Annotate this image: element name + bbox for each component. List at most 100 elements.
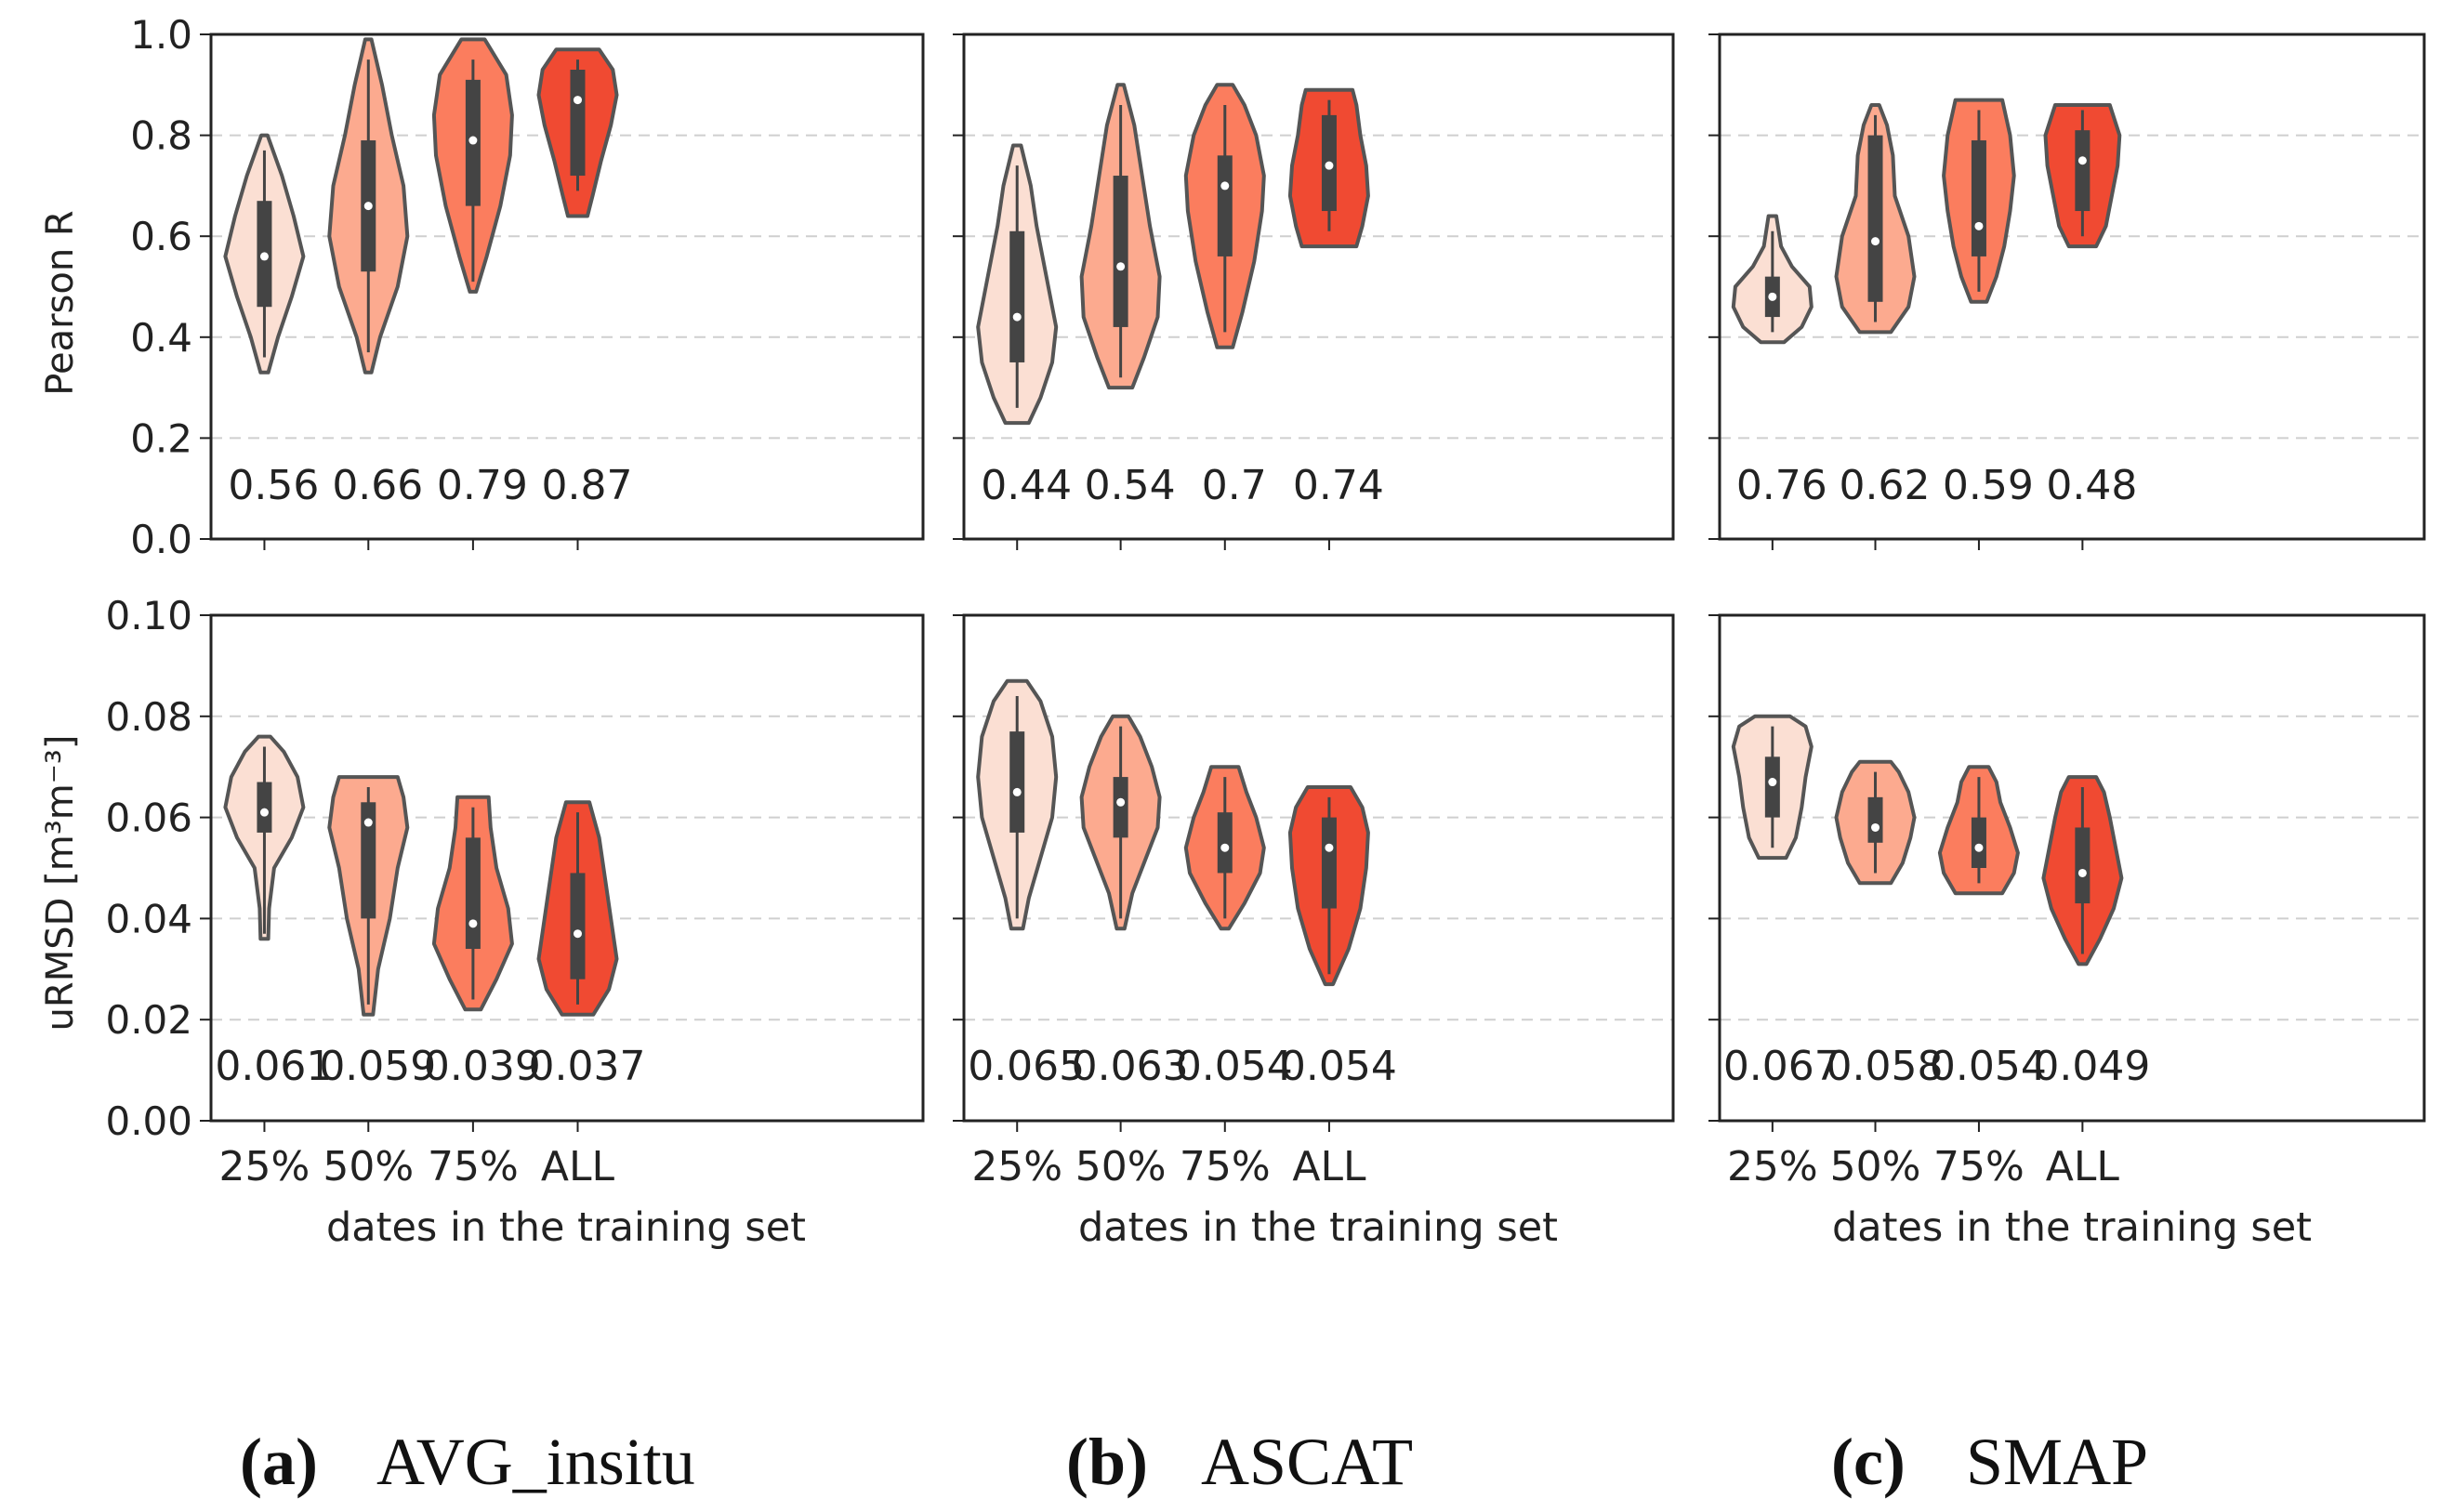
y-tick-label: 0.8: [130, 113, 192, 159]
violin-iqr-box: [1764, 756, 1780, 818]
median-label: 0.79: [437, 462, 528, 509]
panel-c-bottom: 0.067 25% 0.058 50% 0.054 75% 0.049 ALL: [1708, 613, 2426, 1190]
x-tick-label: ALL: [1292, 1143, 1366, 1190]
y-tick-label: 1.0: [130, 12, 192, 58]
median-label: 0.44: [981, 462, 1072, 509]
panel-c-top: 0.76 0.62 0.59 0.48: [1708, 33, 2426, 550]
violin-median-dot: [468, 136, 478, 145]
violin-median-dot: [259, 252, 269, 261]
panel-frame: [209, 613, 925, 1123]
panel-frame: [209, 33, 925, 541]
x-tick-label: 50%: [1075, 1143, 1167, 1190]
violin-iqr-box: [1971, 817, 1986, 868]
violin-iqr-box: [1217, 812, 1233, 874]
violin-iqr-box: [2075, 827, 2090, 904]
median-label: 0.56: [228, 462, 319, 509]
violin-median-dot: [1012, 787, 1022, 796]
violin-iqr-box: [1867, 796, 1883, 843]
violin-median-dot: [363, 202, 373, 211]
median-label: 0.66: [332, 462, 423, 509]
violin-iqr-box: [570, 873, 586, 980]
violin-median-dot: [1325, 161, 1334, 170]
panel-a-bottom: 0.00 0.02 0.04 0.06 0.08 0.10 0.061 25% 0.059 50%…: [105, 593, 925, 1190]
panel-frame: [962, 33, 1675, 541]
median-label: 0.54: [1085, 462, 1176, 509]
caption-a-title: AVG_insitu: [376, 1425, 695, 1499]
caption-c: (c) SMAP: [1831, 1425, 2148, 1499]
violin-iqr-box: [1113, 176, 1128, 327]
violin-iqr-box: [465, 837, 481, 950]
median-label: 0.049: [2033, 1043, 2150, 1090]
x-tick-label: 25%: [1727, 1143, 1818, 1190]
x-tick-label: 50%: [1830, 1143, 1921, 1190]
caption-b: (b) ASCAT: [1066, 1425, 1413, 1499]
panel-b-top: 0.44 0.54 0.7 0.74: [953, 33, 1675, 550]
y-tick-label: 0.6: [130, 214, 192, 259]
violin-median-dot: [573, 929, 582, 939]
violin-median-dot: [1116, 262, 1126, 271]
median-label: 0.76: [1736, 462, 1827, 509]
y-tick-label: 0.0: [130, 517, 192, 562]
median-label: 0.067: [1723, 1043, 1840, 1090]
median-label: 0.62: [1840, 462, 1931, 509]
x-tick-label: 75%: [1180, 1143, 1271, 1190]
violin-iqr-box: [257, 782, 272, 833]
violin-iqr-box: [1867, 135, 1883, 302]
violin-iqr-box: [1009, 731, 1025, 833]
violin-median-dot: [573, 96, 582, 105]
median-label: 0.065: [968, 1043, 1085, 1090]
y-tick-label: 0.06: [105, 795, 192, 841]
median-label: 0.059: [319, 1043, 436, 1090]
x-tick-label: 25%: [219, 1143, 310, 1190]
violin-median-dot: [2077, 868, 2087, 877]
violin-median-dot: [1325, 843, 1334, 852]
violin-iqr-box: [1113, 777, 1128, 838]
median-label: 0.87: [542, 462, 633, 509]
panel-frame: [1718, 613, 2426, 1123]
median-label: 0.054: [1280, 1043, 1397, 1090]
median-label: 0.7: [1202, 462, 1267, 509]
x-tick-label: 75%: [1933, 1143, 2025, 1190]
x-tick-label: 75%: [428, 1143, 519, 1190]
violin-median-dot: [1220, 181, 1230, 191]
panel-frame: [962, 613, 1675, 1123]
caption-c-title: SMAP: [1966, 1425, 2148, 1499]
y-tick-label: 0.2: [130, 415, 192, 461]
xlabel-b: dates in the training set: [1078, 1204, 1558, 1251]
ylabel-urmsd-text: uRMSD [m³m⁻³]: [39, 735, 82, 1032]
ylabel-urmsd: uRMSD [m³m⁻³]: [39, 735, 82, 1032]
y-tick-label: 0.04: [105, 896, 192, 941]
panel-a-top: 0.0 0.2 0.4 0.6 0.8 1.0 0.56 0.66 0.79 0.87: [130, 12, 925, 562]
violin-median-dot: [1974, 221, 1984, 230]
violin-median-dot: [1768, 778, 1777, 787]
violin-iqr-box: [1009, 230, 1025, 362]
violin-median-dot: [1116, 797, 1126, 807]
panel-b-bottom: 0.065 25% 0.063 50% 0.054 75% 0.054 ALL: [953, 613, 1675, 1190]
median-label: 0.74: [1293, 462, 1384, 509]
xlabel-a: dates in the training set: [326, 1204, 806, 1251]
ylabel-pearson: Pearson R: [39, 210, 82, 395]
xlabel-c: dates in the training set: [1832, 1204, 2312, 1251]
median-label: 0.054: [1176, 1043, 1293, 1090]
violin-median-dot: [1871, 237, 1880, 246]
median-label: 0.061: [215, 1043, 332, 1090]
violin-iqr-box: [361, 802, 376, 919]
violin-iqr-box: [1971, 140, 1986, 256]
caption-a-letter: (a): [240, 1425, 318, 1499]
violin-median-dot: [1012, 312, 1022, 322]
violin-iqr-box: [1321, 817, 1337, 909]
caption-b-letter: (b): [1066, 1425, 1148, 1499]
caption-b-title: ASCAT: [1201, 1425, 1413, 1499]
x-tick-label: 25%: [971, 1143, 1062, 1190]
caption-a: (a) AVG_insitu: [240, 1425, 695, 1499]
median-label: 0.058: [1827, 1043, 1944, 1090]
plots-layer: 0.00.20.40.60.81.00.56 0.66 0.79 0.87 0.44 0.…: [105, 12, 2426, 1190]
violin-iqr-box: [2075, 130, 2090, 212]
y-tick-label: 0.10: [105, 593, 192, 638]
violin-median-dot: [1220, 843, 1230, 852]
violin-median-dot: [1974, 843, 1984, 852]
panel-frame: [1718, 33, 2426, 541]
median-label: 0.054: [1930, 1043, 2047, 1090]
violin-median-dot: [1768, 292, 1777, 301]
